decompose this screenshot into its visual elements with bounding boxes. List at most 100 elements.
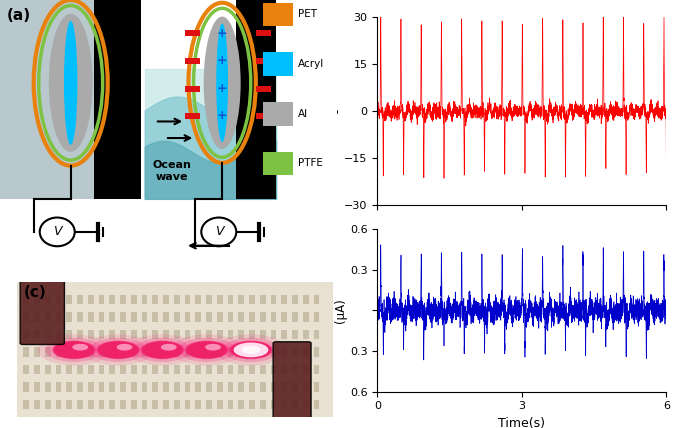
Circle shape [142,341,183,359]
Bar [206,365,211,374]
Bar [56,294,61,304]
Circle shape [241,346,260,354]
FancyBboxPatch shape [273,342,311,419]
Text: +: + [217,27,228,40]
Bar [109,365,115,374]
Bar [120,330,126,339]
Circle shape [234,342,269,357]
Bar [206,400,211,409]
Text: V: V [53,226,61,238]
Bar [303,312,309,321]
Bar [34,382,39,392]
Bar [141,312,148,321]
Bar [131,382,137,392]
Bar [141,382,148,392]
Circle shape [161,344,177,351]
Bar [34,365,39,374]
Bar [174,294,180,304]
Bar [195,312,201,321]
Bar [77,294,83,304]
Bar [217,312,222,321]
Bar [282,312,287,321]
Bar [313,400,320,409]
Bar [141,365,148,374]
Bar [292,400,298,409]
Bar [195,347,201,357]
Bar [56,330,61,339]
Bar [282,294,287,304]
Bar [292,294,298,304]
Text: V: V [215,226,223,238]
Bar [131,312,137,321]
Bar [228,365,233,374]
Bar [184,365,190,374]
FancyBboxPatch shape [20,281,65,345]
Bar [217,365,222,374]
Bar [163,294,169,304]
Bar [262,3,293,26]
Bar [185,86,201,92]
Bar [303,330,309,339]
Bar [236,0,276,199]
Bar [249,365,255,374]
Bar [174,365,180,374]
Bar [174,347,180,357]
Bar [120,294,126,304]
Bar [239,294,244,304]
Circle shape [46,338,103,362]
Bar [23,294,29,304]
Bar [217,330,222,339]
Bar [77,365,83,374]
Bar [184,330,190,339]
Bar [313,312,320,321]
Bar [56,365,61,374]
Bar [249,382,255,392]
Bar [45,330,50,339]
Bar [195,294,201,304]
Bar [271,400,276,409]
Bar [163,330,169,339]
Bar [99,365,104,374]
Bar [174,382,180,392]
Bar [174,330,180,339]
Bar [228,347,233,357]
Circle shape [171,334,243,366]
Bar [239,312,244,321]
Bar [34,294,39,304]
Bar [228,294,233,304]
Bar [77,400,83,409]
Bar [174,312,180,321]
Bar [195,382,201,392]
Text: Acryl: Acryl [298,59,324,69]
Bar [185,113,201,119]
Bar [174,400,180,409]
Bar [34,400,39,409]
Bar [88,365,94,374]
Bar [260,365,265,374]
Bar [67,330,72,339]
Bar [184,312,190,321]
Circle shape [37,334,110,366]
Bar [303,365,309,374]
Bar [152,382,158,392]
Bar [206,382,211,392]
Text: Ocean
wave: Ocean wave [152,160,191,182]
Bar [262,53,293,76]
Circle shape [140,340,184,360]
Bar [303,294,309,304]
Bar [256,30,271,36]
Y-axis label: Voltage (V): Voltage (V) [326,79,339,144]
Bar [271,312,276,321]
Bar [120,382,126,392]
Circle shape [116,344,133,351]
Text: Al: Al [298,109,308,119]
Bar [303,382,309,392]
Bar [217,347,222,357]
Bar [260,382,265,392]
Bar [292,382,298,392]
Bar [228,330,233,339]
Bar [195,330,201,339]
Ellipse shape [64,21,78,145]
Bar [217,400,222,409]
Bar [239,382,244,392]
